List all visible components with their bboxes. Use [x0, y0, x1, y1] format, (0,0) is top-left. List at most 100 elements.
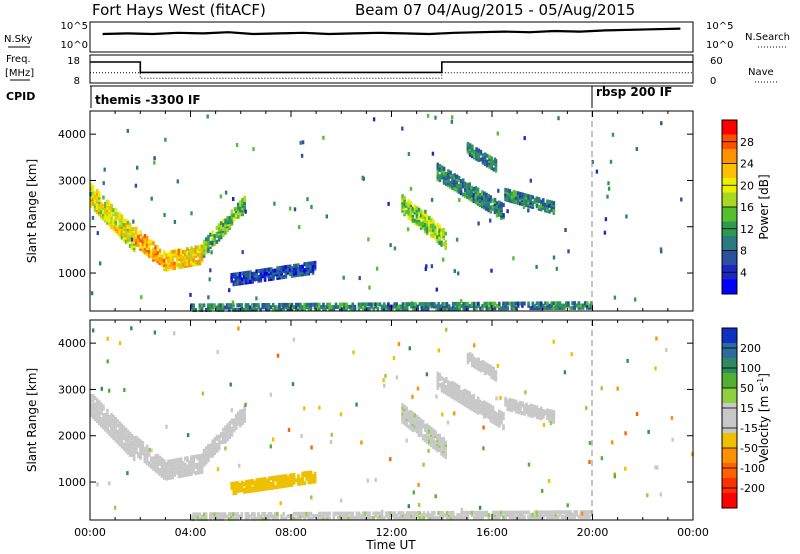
- data-cell: [405, 423, 408, 427]
- data-cell: [544, 301, 547, 306]
- data-cell: [186, 466, 189, 471]
- data-cell: [506, 399, 509, 404]
- data-cell: [153, 330, 157, 335]
- data-cell: [238, 486, 242, 491]
- data-cell: [232, 514, 235, 519]
- data-cell: [441, 511, 445, 515]
- data-cell: [533, 197, 537, 202]
- data-cell: [265, 267, 269, 272]
- data-cell: [167, 459, 170, 464]
- data-cell: [477, 158, 480, 163]
- data-cell: [313, 302, 317, 307]
- data-cell: [345, 511, 348, 516]
- data-cell: [405, 306, 409, 311]
- data-cell: [307, 305, 311, 310]
- data-cell: [565, 303, 568, 308]
- data-cell: [334, 511, 338, 516]
- data-cell: [464, 394, 467, 399]
- data-cell: [477, 513, 480, 518]
- data-cell: [255, 296, 258, 301]
- data-cell: [93, 193, 97, 198]
- data-cell: [311, 266, 315, 271]
- data-cell: [512, 512, 516, 517]
- data-cell: [118, 212, 122, 217]
- data-cell: [113, 505, 117, 510]
- data-cell: [512, 510, 516, 515]
- data-cell: [110, 434, 113, 438]
- data-cell: [492, 159, 496, 164]
- data-cell: [284, 302, 288, 307]
- data-cell: [167, 463, 170, 468]
- data-cell: [143, 244, 147, 249]
- data-cell: [546, 414, 549, 419]
- data-cell: [523, 403, 526, 408]
- data-cell: [194, 462, 197, 467]
- data-cell: [464, 515, 468, 520]
- data-cell: [527, 515, 530, 520]
- data-cell: [431, 304, 434, 309]
- data-cell: [141, 244, 145, 249]
- data-cell: [253, 514, 256, 519]
- data-cell: [124, 448, 128, 453]
- data-cell: [440, 175, 444, 180]
- data-cell: [385, 513, 388, 518]
- data-cell: [655, 336, 658, 341]
- data-cell: [198, 308, 202, 312]
- data-cell: [211, 303, 214, 308]
- data-cell: [224, 439, 227, 444]
- data-cell: [98, 201, 101, 206]
- data-cell: [219, 231, 223, 236]
- data-cell: [413, 425, 417, 430]
- data-cell: [527, 462, 531, 467]
- data-cell: [118, 220, 122, 225]
- data-cell: [389, 243, 392, 248]
- data-cell: [93, 406, 97, 411]
- data-cell: [152, 257, 155, 262]
- data-cell: [310, 445, 313, 450]
- data-cell: [436, 433, 439, 438]
- data-cell: [230, 512, 233, 517]
- data-cell: [139, 230, 142, 235]
- data-cell: [89, 195, 93, 200]
- data-cell: [414, 306, 417, 311]
- data-cell: [156, 244, 160, 249]
- data-cell: [498, 204, 501, 209]
- data-cell: [399, 511, 403, 516]
- data-cell: [209, 512, 212, 517]
- data-cell: [98, 400, 101, 405]
- data-cell: [143, 234, 147, 238]
- data-cell: [309, 305, 313, 310]
- data-cell: [498, 210, 501, 215]
- data-cell: [211, 514, 214, 519]
- data-cell: [315, 302, 319, 307]
- data-cell: [475, 510, 478, 515]
- data-cell: [112, 421, 115, 426]
- data-cell: [91, 215, 95, 220]
- data-cell: [550, 409, 553, 414]
- data-cell: [542, 202, 545, 207]
- data-cell: [104, 206, 107, 210]
- data-cell: [489, 304, 493, 308]
- data-cell: [120, 434, 124, 438]
- colorbar-swatch: [722, 207, 737, 222]
- data-cell: [179, 250, 183, 255]
- data-cell: [401, 403, 404, 408]
- data-cell: [108, 421, 111, 426]
- data-cell: [228, 429, 232, 433]
- data-cell: [135, 241, 138, 246]
- data-cell: [276, 305, 279, 310]
- data-cell: [527, 303, 530, 308]
- data-cell: [581, 514, 585, 519]
- data-cell: [194, 471, 197, 476]
- data-cell: [353, 304, 357, 309]
- data-cell: [349, 513, 352, 518]
- data-cell: [421, 215, 425, 220]
- data-cell: [242, 482, 246, 487]
- data-cell: [200, 254, 204, 259]
- data-cell: [219, 514, 223, 519]
- data-cell: [428, 216, 431, 221]
- data-cell: [265, 514, 269, 519]
- data-cell: [215, 305, 218, 310]
- data-cell: [112, 427, 115, 432]
- data-cell: [550, 510, 553, 515]
